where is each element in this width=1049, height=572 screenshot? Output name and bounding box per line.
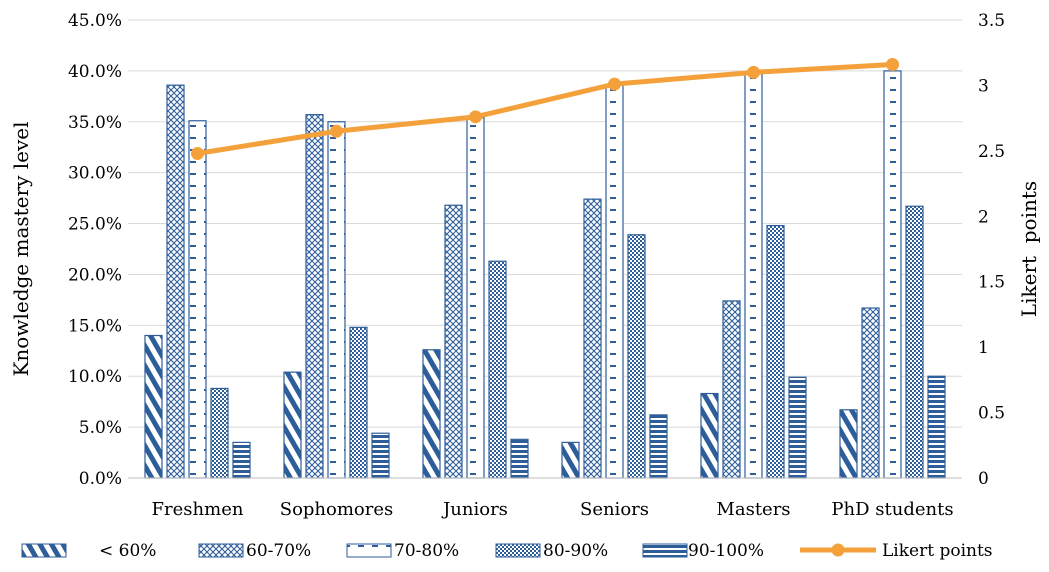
- category-label: Seniors: [580, 499, 649, 520]
- y2-tick-label: 3.5: [978, 11, 1005, 31]
- bar: [766, 224, 785, 479]
- category-label: Freshmen: [152, 499, 244, 520]
- likert-point: [330, 124, 343, 138]
- bar: [188, 120, 207, 479]
- legend-swatch: [21, 543, 67, 558]
- likert-point: [191, 146, 204, 160]
- bar: [166, 84, 185, 479]
- likert-point: [469, 110, 482, 124]
- legend-swatch: [495, 543, 541, 558]
- bar: [861, 307, 880, 479]
- y2-tick-label: 1.5: [978, 273, 1005, 293]
- y-tick-label: 25.0%: [68, 215, 122, 235]
- category-label: PhD students: [831, 499, 953, 520]
- bar: [788, 376, 807, 479]
- legend-label-likert: Likert points: [882, 541, 993, 561]
- bar: [905, 205, 924, 479]
- y-tick-label: 35.0%: [68, 113, 122, 133]
- likert-point: [886, 57, 899, 71]
- bar: [371, 432, 390, 479]
- y-tick-label: 30.0%: [68, 164, 122, 184]
- bar: [883, 70, 902, 479]
- bar: [510, 438, 529, 479]
- gridlines: [128, 19, 962, 428]
- bar: [700, 392, 719, 479]
- y2-tick-label: 2.5: [978, 142, 1005, 162]
- category-label: Juniors: [441, 499, 508, 520]
- y-tick-label: 15.0%: [68, 316, 122, 336]
- bar: [305, 114, 324, 479]
- legend-swatch: [642, 543, 688, 558]
- y2-tick-label: 0.5: [978, 404, 1005, 424]
- legend-swatch: [198, 543, 244, 558]
- bar: [144, 334, 163, 479]
- y2-tick-label: 0: [978, 469, 989, 489]
- y-tick-label: 10.0%: [68, 367, 122, 387]
- bar: [444, 204, 463, 479]
- bar: [561, 441, 580, 479]
- legend-label: 70-80%: [394, 541, 459, 561]
- axes: 0.0% 5.0% 10.0% 15.0% 20.0% 25.0% 30.0% 35.0% 40…: [9, 11, 1041, 520]
- bar: [744, 73, 763, 479]
- bar: [583, 198, 602, 479]
- bar: [605, 84, 624, 479]
- y-tick-label: 20.0%: [68, 265, 122, 285]
- bar: [422, 349, 441, 479]
- bar: [210, 387, 229, 479]
- bar: [232, 441, 251, 479]
- legend-label: 90-100%: [688, 541, 764, 561]
- likert-point: [608, 77, 621, 91]
- legend-swatch: [346, 543, 392, 558]
- bar: [722, 300, 741, 479]
- y-tick-label: 0.0%: [79, 469, 122, 489]
- bar: [839, 409, 858, 479]
- legend-label: 80-90%: [543, 541, 608, 561]
- y-tick-label: 5.0%: [79, 418, 122, 438]
- y-axis-title: Knowledge mastery level: [9, 121, 33, 376]
- bars: [144, 70, 946, 479]
- bar: [466, 117, 485, 479]
- likert-point: [747, 65, 760, 79]
- legend-line-marker: [831, 543, 845, 557]
- y2-tick-label: 1: [978, 338, 989, 358]
- legend-label: < 60%: [99, 541, 156, 561]
- y-tick-label: 40.0%: [68, 62, 122, 82]
- y2-tick-label: 2: [978, 207, 989, 227]
- likert-series-line: [197, 61, 893, 156]
- category-label: Sophomores: [280, 499, 394, 520]
- y-tick-label: 45.0%: [68, 11, 122, 31]
- y2-tick-label: 3: [978, 76, 989, 96]
- legend-label: 60-70%: [246, 541, 311, 561]
- bar: [927, 375, 946, 479]
- likert-line: [191, 57, 899, 160]
- bar: [649, 414, 668, 479]
- bar: [283, 371, 302, 479]
- category-label: Masters: [716, 499, 790, 520]
- bar: [327, 121, 346, 479]
- bar: [488, 260, 507, 479]
- y2-axis-title: Likert points: [1017, 181, 1041, 317]
- bar: [349, 326, 368, 479]
- legend: < 60% 60-70% 70-80% 80-90% 90-100% Likert poi…: [21, 541, 993, 561]
- bar: [627, 234, 646, 479]
